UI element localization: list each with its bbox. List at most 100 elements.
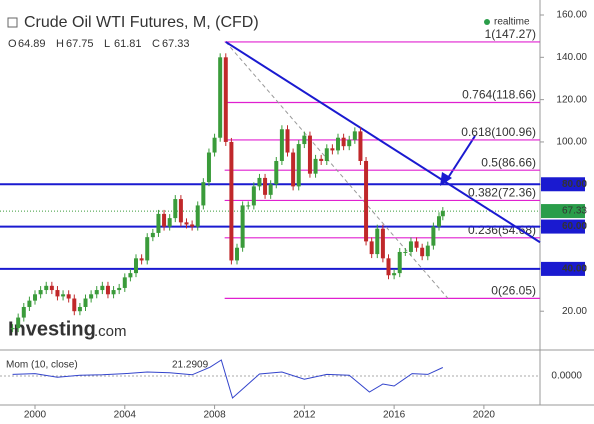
candle [139,258,144,261]
candle [263,177,268,195]
x-tick-label: 2008 [203,410,226,421]
candle [100,285,105,291]
candle [313,158,318,174]
candle [184,222,189,225]
candle [319,158,324,161]
momentum-line [12,359,444,399]
ohlc-label: H [56,38,64,50]
ohlc-label: O [8,38,17,50]
indicator-title: Mom (10, close) [6,360,78,371]
price-box-label: 80.00 [562,179,587,190]
candle [156,213,161,233]
ohlc-value: 64.89 [18,38,46,50]
candle [392,273,397,276]
candle [440,211,445,217]
candle [167,218,172,227]
candle [397,251,402,274]
candle [27,300,32,307]
candle [145,237,150,261]
candle [268,184,273,195]
candle [206,152,211,183]
candle [302,135,307,145]
ohlc-label: L [104,38,110,50]
price-box-label: 40.00 [562,264,587,275]
candle [403,251,408,253]
candle [240,205,245,248]
status-dot [484,19,490,25]
candle [195,205,200,227]
candle [437,216,442,227]
candle [83,298,88,307]
candle [173,199,178,219]
trend-line [225,41,541,244]
candle [251,186,256,206]
candle [291,152,296,187]
last-price-box [541,204,585,219]
candle [61,294,66,297]
candle [229,141,234,261]
x-tick-label: 2020 [473,410,496,421]
candle [94,290,99,295]
price-box [541,219,585,234]
y-tick-label: 140.00 [556,52,587,63]
y-tick-label: 100.00 [556,137,587,148]
candle [223,57,228,142]
fib-label: 0.5(86.66) [481,155,536,169]
candle [369,241,374,255]
candle [235,247,240,261]
fib-label: 0.764(118.66) [462,88,536,102]
candle [49,285,54,291]
candle [336,137,341,151]
candle [330,148,335,151]
indicator-value: 21.2909 [172,360,209,371]
ohlc-value: 67.33 [162,38,190,50]
candle [386,258,391,276]
candle [105,285,110,295]
status: realtime [494,17,530,28]
ohlc-value: 67.75 [66,38,94,50]
y-tick-label: 160.00 [556,10,587,21]
candle [307,135,312,174]
x-tick-label: 2000 [24,410,47,421]
candle [150,232,155,238]
candle [21,306,26,318]
arrow-head [440,172,452,186]
fib-label: 0.236(54.68) [468,223,536,237]
candle [201,182,206,206]
candle [38,290,43,295]
candle [380,228,385,259]
price-box [541,177,585,192]
fib-label: 0.382(72.36) [468,186,536,200]
candle [44,285,49,291]
candle [347,139,352,147]
candle [279,129,284,161]
mom-tick-label: 0.0000 [551,371,582,382]
candle [122,277,127,288]
x-tick-label: 2012 [293,410,316,421]
logo: Investing [8,318,96,340]
candle [408,241,413,252]
y-tick-label: 20.00 [562,306,587,317]
candle [364,160,369,242]
x-tick-label: 2004 [114,410,137,421]
candle [285,129,290,153]
candle [274,160,279,185]
logo-suffix: .com [94,323,127,340]
collapse-icon[interactable] [7,17,18,28]
candle [425,245,430,257]
candle [77,306,82,312]
candle [352,131,357,140]
candle [358,131,363,161]
candle [33,294,38,301]
candle [89,294,94,299]
candle [341,137,346,147]
candle [10,328,15,330]
price-box [541,261,585,276]
candle [212,137,217,153]
candle [162,213,167,227]
candle [128,273,133,278]
arrow [445,135,476,182]
candle [296,144,301,187]
